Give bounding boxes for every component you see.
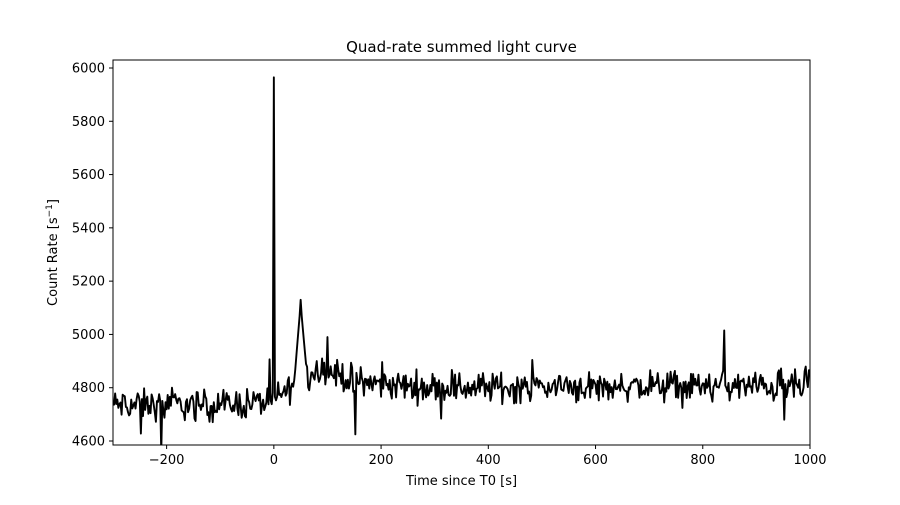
- y-tick-label: 6000: [72, 61, 105, 76]
- y-tick-label: 4800: [72, 381, 105, 396]
- light-curve-series-line: [113, 76, 810, 445]
- x-tick-label: 1000: [793, 453, 826, 468]
- y-tick-label: 5400: [72, 221, 105, 236]
- y-tick-label: 4600: [72, 435, 105, 450]
- plot-area: [112, 59, 811, 446]
- x-axis-label: Time since T0 [s]: [405, 474, 517, 489]
- y-axis-label: Count Rate [s−1]: [45, 199, 61, 306]
- plot-frame: [112, 59, 811, 446]
- chart-title: Quad-rate summed light curve: [346, 38, 577, 56]
- x-tick-label: −200: [149, 453, 185, 468]
- x-tick-label: 600: [583, 453, 608, 468]
- x-axis: −200 0 200 400 600 800 1000: [149, 445, 827, 468]
- y-tick-label: 5200: [72, 275, 105, 290]
- x-tick-label: 200: [369, 453, 394, 468]
- y-tick-label: 5800: [72, 115, 105, 130]
- x-tick-label: 0: [270, 453, 278, 468]
- x-tick-label: 400: [476, 453, 501, 468]
- y-axis: 4600 4800 5000 5200 5400 5600 5800 6000: [72, 61, 113, 450]
- x-tick-label: 800: [690, 453, 715, 468]
- y-tick-label: 5000: [72, 328, 105, 343]
- y-tick-label: 5600: [72, 168, 105, 183]
